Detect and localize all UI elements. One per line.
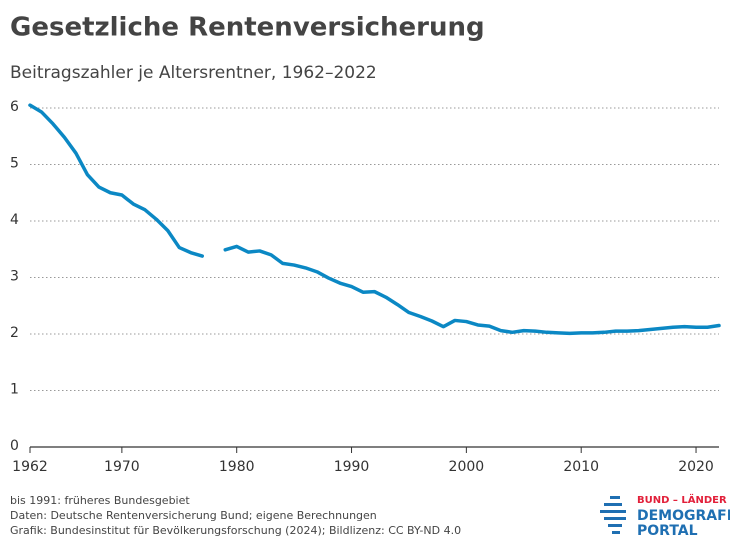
x-tick-label: 1970 xyxy=(104,459,140,475)
y-tick-label: 2 xyxy=(10,325,19,341)
logo-text: PORTAL xyxy=(637,523,698,539)
x-tick-label: 2000 xyxy=(449,459,485,475)
logo: BUND – LÄNDER DEMOGRAFIE PORTAL xyxy=(600,492,730,539)
logo-text: DEMOGRAFIE xyxy=(637,508,730,524)
y-tick-label: 1 xyxy=(10,382,19,398)
logo-text: BUND – LÄNDER xyxy=(637,492,727,506)
footnote: bis 1991: früheres Bundesgebiet xyxy=(10,494,190,507)
y-tick-label: 4 xyxy=(10,212,19,228)
y-tick-label: 5 xyxy=(10,156,19,172)
x-tick-label: 1980 xyxy=(219,459,255,475)
x-tick-label: 1990 xyxy=(334,459,370,475)
y-tick-label: 6 xyxy=(10,99,19,115)
chart-subtitle: Beitragszahler je Altersrentner, 1962–20… xyxy=(10,63,377,83)
chart-title: Gesetzliche Rentenversicherung xyxy=(10,13,485,43)
y-tick-label: 3 xyxy=(10,269,19,285)
line xyxy=(28,103,721,336)
x-tick-label: 2020 xyxy=(678,459,714,475)
y-tick-label: 0 xyxy=(10,438,19,454)
x-tick-label: 2010 xyxy=(563,459,599,475)
footnote: Daten: Deutsche Rentenversicherung Bund;… xyxy=(10,509,377,522)
x-tick-label: 1962 xyxy=(12,459,48,475)
footnote: Grafik: Bundesinstitut für Bevölkerungsf… xyxy=(10,524,461,537)
